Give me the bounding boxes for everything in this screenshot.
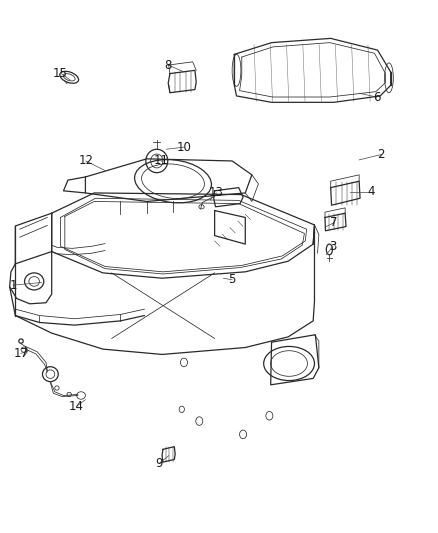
Text: 4: 4 xyxy=(367,185,375,198)
Text: 14: 14 xyxy=(69,400,84,413)
Text: 15: 15 xyxy=(53,67,68,79)
Text: 12: 12 xyxy=(78,155,93,167)
Text: 13: 13 xyxy=(209,187,224,199)
Text: 8: 8 xyxy=(165,59,172,71)
Text: 11: 11 xyxy=(154,155,169,167)
Text: 6: 6 xyxy=(373,91,381,103)
Text: 5: 5 xyxy=(229,273,236,286)
Text: 3: 3 xyxy=(329,240,336,253)
Text: 2: 2 xyxy=(377,148,385,161)
Text: 1: 1 xyxy=(9,279,17,292)
Text: 17: 17 xyxy=(14,347,28,360)
Text: 7: 7 xyxy=(330,216,338,229)
Text: 9: 9 xyxy=(155,457,163,470)
Text: 10: 10 xyxy=(177,141,191,154)
